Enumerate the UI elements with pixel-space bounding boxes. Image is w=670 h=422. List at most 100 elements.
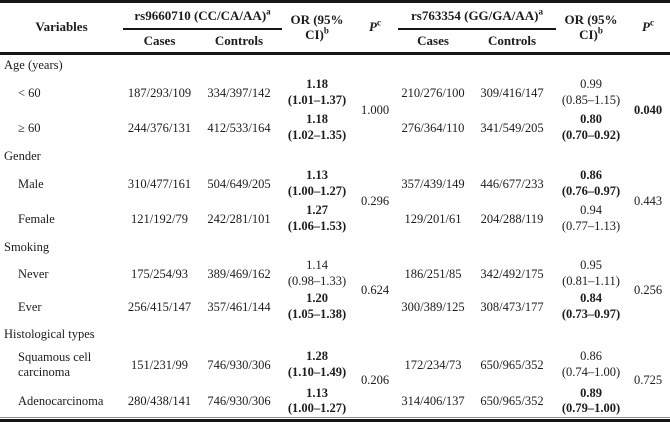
or-value: 0.86 — [580, 349, 602, 364]
table-row: Never 175/254/93 389/469/162 1.14 (0.98–1… — [0, 258, 670, 297]
p1-title: P — [369, 19, 377, 35]
cases1-cell: 151/231/99 — [131, 357, 188, 372]
controls1-cell: 746/930/306 — [207, 357, 271, 372]
or-value: 1.18 — [306, 112, 328, 127]
row-label: Adenocarcinoma — [18, 393, 104, 408]
or-value: 0.80 — [580, 112, 602, 127]
or1-cell: 1.18 (1.02–1.35) — [282, 111, 352, 146]
or-ci: (1.10–1.49) — [287, 365, 347, 379]
cases2-cell: 314/406/137 — [401, 393, 465, 408]
or1-cell: 1.20 (1.05–1.38) — [282, 291, 352, 324]
controls2-cell: 204/288/119 — [480, 211, 544, 226]
cases2-cell: 357/439/149 — [401, 176, 465, 191]
or2-cell: 0.86 (0.76–0.97) — [556, 167, 626, 202]
snp1-title: rs9660710 (CC/CA/AA) — [134, 7, 267, 23]
cases2-cell: 186/251/85 — [404, 266, 462, 281]
or-ci: (0.77–1.13) — [561, 219, 621, 233]
superscript-c: c — [376, 18, 381, 29]
or2-cell: 0.89 (0.79–1.00) — [556, 386, 626, 417]
superscript-a: a — [266, 6, 271, 17]
cases1-cell: 256/415/147 — [127, 299, 192, 314]
cases1-cell: 280/438/141 — [127, 393, 192, 408]
or-ci: (1.05–1.38) — [287, 307, 347, 321]
controls2-cell: 650/965/352 — [480, 393, 544, 408]
association-table: Variables rs9660710 (CC/CA/AA)a OR (95% … — [0, 3, 670, 417]
controls1-cell: 334/397/142 — [207, 85, 271, 100]
section-row: Gender — [0, 146, 670, 167]
col-header-p2: Pc — [626, 3, 670, 55]
controls2-cell: 650/965/352 — [480, 357, 544, 372]
or-ci: (1.00–1.27) — [287, 184, 347, 198]
row-label: Ever — [18, 299, 42, 314]
or-ci: (1.02–1.35) — [287, 128, 347, 142]
or2-title: OR (95% CI) — [564, 11, 618, 43]
or-ci: (0.81–1.11) — [562, 274, 620, 288]
row-label: Male — [18, 176, 44, 191]
cases2-cell: 129/201/61 — [404, 211, 462, 226]
cases1-cell: 187/293/109 — [127, 85, 192, 100]
col-header-cases1: Cases — [123, 29, 196, 55]
snp2-title: rs763354 (GG/GA/AA) — [411, 7, 539, 23]
or2-cell: 0.84 (0.73–0.97) — [556, 291, 626, 324]
controls2-cell: 446/677/233 — [480, 176, 544, 191]
col-header-controls2: Controls — [468, 29, 557, 55]
or-ci: (1.00–1.27) — [287, 401, 347, 416]
p2-value-cell: 0.443 — [633, 194, 663, 208]
or-value: 0.94 — [580, 203, 602, 218]
or1-title: OR (95% CI) — [290, 11, 344, 43]
table-row: ≥ 60 244/376/131 412/533/164 1.18 (1.02–1… — [0, 111, 670, 146]
or1-cell: 1.18 (1.01–1.37) — [282, 76, 352, 111]
table-row: Ever 256/415/147 357/461/144 1.20 (1.05–1… — [0, 291, 670, 324]
or-ci: (0.76–0.97) — [561, 184, 621, 198]
or-value: 1.28 — [306, 349, 328, 364]
p1-value-cell: 1.000 — [360, 103, 390, 117]
or2-cell: 0.99 (0.85–1.15) — [556, 76, 626, 111]
cases1-cell: 121/192/79 — [131, 211, 188, 226]
cases2-cell: 300/389/125 — [401, 299, 465, 314]
p2-value-cell: 0.256 — [633, 283, 663, 297]
or-ci: (1.01–1.37) — [287, 93, 347, 107]
p1-value-cell: 0.206 — [360, 373, 390, 388]
col-header-or2: OR (95% CI)b — [556, 3, 627, 55]
or-value: 0.99 — [580, 77, 602, 92]
or-ci: (1.06–1.53) — [287, 219, 347, 233]
or-value: 0.86 — [580, 168, 602, 183]
superscript-b: b — [323, 25, 329, 36]
cases2-cell: 172/234/73 — [404, 357, 462, 372]
controls1-cell: 242/281/101 — [207, 211, 271, 226]
or-value: 1.14 — [306, 258, 328, 273]
row-label: Female — [18, 211, 55, 226]
controls1-cell: 746/930/306 — [207, 393, 271, 408]
row-label: Squamous cell carcinoma — [18, 350, 92, 379]
col-header-cases2: Cases — [398, 29, 469, 55]
section-label: Histological types — [4, 326, 95, 341]
section-row: Smoking — [0, 237, 670, 258]
section-row: Age (years) — [0, 53, 670, 76]
or2-cell: 0.94 (0.77–1.13) — [556, 202, 626, 237]
controls1-cell: 504/649/205 — [207, 176, 271, 191]
section-label: Smoking — [4, 239, 50, 254]
row-label: ≥ 60 — [18, 120, 41, 135]
bottom-rule — [0, 416, 670, 422]
col-header-p1: Pc — [352, 3, 399, 55]
cases2-cell: 210/276/100 — [401, 85, 465, 100]
controls2-cell: 308/473/177 — [480, 299, 544, 314]
controls1-cell: 357/461/144 — [207, 299, 271, 314]
table-row: Male 310/477/161 504/649/205 1.13 (1.00–1… — [0, 167, 670, 208]
p1-value-cell: 0.296 — [360, 194, 390, 208]
or1-cell: 1.13 (1.00–1.27) — [282, 167, 352, 202]
or-value: 1.27 — [306, 203, 328, 218]
cases2-cell: 276/364/110 — [401, 120, 465, 135]
or-ci: (0.70–0.92) — [561, 128, 621, 142]
p2-title: P — [642, 19, 650, 35]
or2-cell: 0.86 (0.74–1.00) — [556, 345, 626, 386]
row-label: < 60 — [18, 85, 41, 100]
cases1-cell: 175/254/93 — [131, 266, 188, 281]
col-header-variables: Variables — [0, 3, 123, 55]
or1-cell: 1.14 (0.98–1.33) — [282, 258, 352, 291]
or-value: 0.84 — [580, 291, 602, 306]
controls1-cell: 389/469/162 — [207, 266, 271, 281]
or-value: 1.18 — [306, 77, 328, 92]
table-row: Squamous cell carcinoma 151/231/99 746/9… — [0, 345, 670, 387]
